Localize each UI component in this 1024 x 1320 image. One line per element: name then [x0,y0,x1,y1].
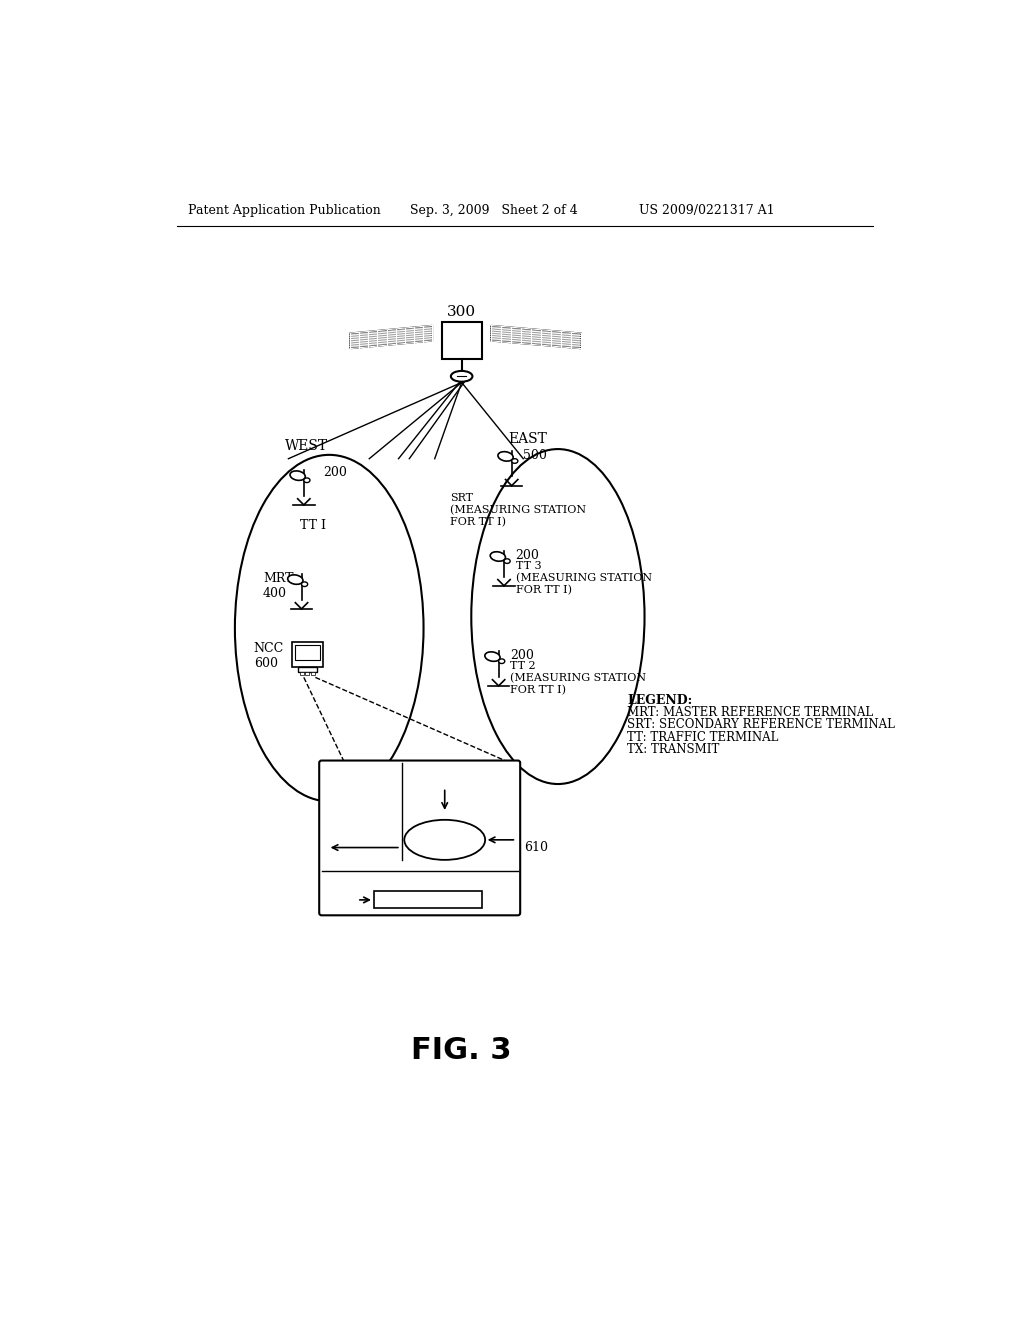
Ellipse shape [288,574,303,585]
Ellipse shape [404,820,485,859]
Text: SRT: SECONDARY REFERENCE TERMINAL: SRT: SECONDARY REFERENCE TERMINAL [628,718,895,731]
Ellipse shape [304,478,310,483]
Ellipse shape [504,558,510,564]
Text: 610: 610 [524,841,548,854]
Text: NCC: NCC [430,772,460,785]
Text: MRT
400: MRT 400 [263,572,294,599]
Text: 620: 620 [329,906,352,919]
Ellipse shape [498,451,513,461]
Text: FIG. 3: FIG. 3 [412,1036,512,1065]
Text: TT I: TT I [300,519,326,532]
Ellipse shape [471,449,644,784]
Bar [300,672,304,675]
Text: LEGEND:: LEGEND: [628,693,692,706]
Text: UPC
PROCESSOR: UPC PROCESSOR [400,826,489,854]
Bar [305,672,309,675]
Text: 500: 500 [523,449,547,462]
Ellipse shape [451,371,472,381]
Ellipse shape [512,458,518,463]
Ellipse shape [499,659,505,664]
Text: NCC
600: NCC 600 [254,642,284,671]
Text: TT 3
(MEASURING STATION
FOR TT I): TT 3 (MEASURING STATION FOR TT I) [515,561,651,595]
Polygon shape [350,326,432,348]
Text: 600: 600 [433,880,457,892]
FancyBboxPatch shape [374,891,481,908]
Ellipse shape [301,582,307,586]
Text: TX BER
REPORTS: TX BER REPORTS [331,775,394,803]
Text: TX: TRANSMIT: TX: TRANSMIT [628,743,720,756]
Text: TX POWER
C OMMANDS: TX POWER C OMMANDS [331,876,419,904]
Ellipse shape [484,652,500,661]
Bar [310,672,314,675]
Text: 200: 200 [323,466,347,479]
Text: Patent Application Publication: Patent Application Publication [188,205,381,218]
Text: WEST: WEST [285,440,328,454]
FancyBboxPatch shape [441,322,481,359]
Text: MRT: MASTER REFERENCE TERMINAL: MRT: MASTER REFERENCE TERMINAL [628,706,873,719]
FancyBboxPatch shape [295,645,319,660]
Text: TT: TRAFFIC TERMINAL: TT: TRAFFIC TERMINAL [628,730,778,743]
FancyBboxPatch shape [319,760,520,915]
Text: 200: 200 [515,549,540,562]
Polygon shape [490,326,581,348]
Text: CONFIGURATION: CONFIGURATION [373,894,483,907]
Ellipse shape [490,552,506,561]
Text: SRT
(MEASURING STATION
FOR TT I): SRT (MEASURING STATION FOR TT I) [451,494,586,527]
Text: US 2009/0221317 A1: US 2009/0221317 A1 [639,205,774,218]
Ellipse shape [290,471,305,480]
Text: 300: 300 [447,305,476,319]
Ellipse shape [234,455,424,801]
Text: EAST: EAST [508,432,547,446]
Text: TT 2
(MEASURING STATION
FOR TT I): TT 2 (MEASURING STATION FOR TT I) [510,661,646,696]
Text: Sep. 3, 2009   Sheet 2 of 4: Sep. 3, 2009 Sheet 2 of 4 [410,205,578,218]
FancyBboxPatch shape [292,642,323,667]
Text: 200: 200 [510,649,535,661]
FancyBboxPatch shape [298,667,316,672]
